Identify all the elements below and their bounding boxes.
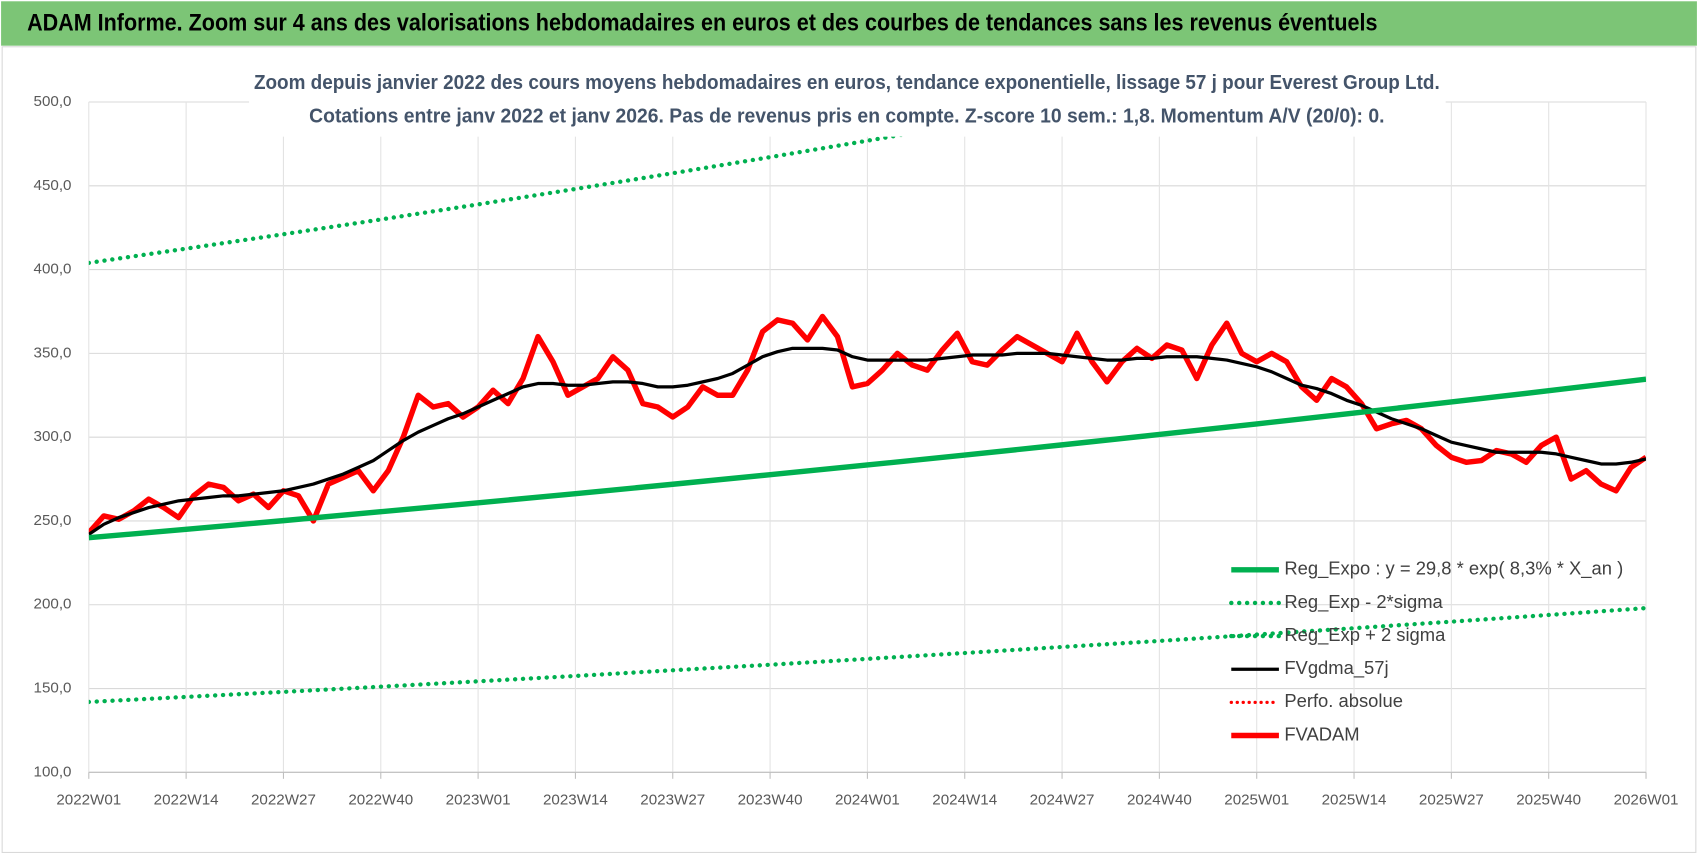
- plot: [88, 102, 1647, 705]
- x-tick-label: 2023W27: [640, 791, 705, 808]
- x-tick-label: 2025W27: [1419, 791, 1484, 808]
- subtitle: Zoom depuis janvier 2022 des cours moyen…: [254, 71, 1440, 94]
- legend: Reg_Expo : y = 29,8 * exp( 8,3% * X_an )…: [1229, 558, 1623, 744]
- series-line: [88, 102, 1102, 266]
- y-tick-label: 300,0: [34, 428, 72, 445]
- legend-label: FVgdma_57j: [1284, 657, 1388, 679]
- x-tick-label: 2023W14: [543, 791, 608, 808]
- x-tick-label: 2022W14: [154, 791, 219, 808]
- y-tick-label: 500,0: [34, 93, 72, 110]
- subtitle-box: [249, 67, 1446, 137]
- y-tick-label: 350,0: [34, 344, 72, 361]
- series-line: [88, 376, 1647, 541]
- subtitle: Cotations entre janv 2022 et janv 2026. …: [309, 105, 1384, 128]
- legend-label: Perfo. absolue: [1284, 690, 1403, 711]
- y-tick-label: 100,0: [34, 763, 72, 780]
- x-tick-label: 2026W01: [1614, 791, 1679, 808]
- x-tick-label: 2023W01: [446, 791, 511, 808]
- y-tick-label: 400,0: [34, 261, 72, 278]
- x-tick-label: 2024W27: [1030, 791, 1095, 808]
- x-tick-label: 2022W40: [348, 791, 413, 808]
- legend-label: Reg_Exp - 2*sigma: [1284, 591, 1443, 613]
- x-tick-label: 2025W40: [1516, 791, 1581, 808]
- x-tick-label: 2024W40: [1127, 791, 1192, 808]
- series-line: [88, 346, 1647, 536]
- legend-label: Reg_Exp + 2 sigma: [1284, 624, 1446, 646]
- legend-label: FVADAM: [1284, 723, 1359, 744]
- x-tick-label: 2024W14: [932, 791, 997, 808]
- legend-label: Reg_Expo : y = 29,8 * exp( 8,3% * X_an ): [1284, 558, 1623, 580]
- x-tick-label: 2024W01: [835, 791, 900, 808]
- y-tick-label: 450,0: [34, 177, 72, 194]
- x-tick-label: 2022W01: [56, 791, 121, 808]
- chart-frame: [1, 46, 1697, 853]
- y-tick-label: 200,0: [34, 596, 72, 613]
- x-tick-label: 2022W27: [251, 791, 316, 808]
- series-line: [88, 313, 1647, 535]
- x-tick-label: 2023W40: [738, 791, 803, 808]
- y-tick-label: 250,0: [34, 512, 72, 529]
- x-tick-label: 2025W01: [1224, 791, 1289, 808]
- y-tick-label: 150,0: [34, 680, 72, 697]
- series-line: [88, 605, 1647, 705]
- header-bar: [1, 1, 1697, 46]
- chart-title: ADAM Informe. Zoom sur 4 ans des valoris…: [27, 9, 1377, 36]
- x-tick-label: 2025W14: [1322, 791, 1387, 808]
